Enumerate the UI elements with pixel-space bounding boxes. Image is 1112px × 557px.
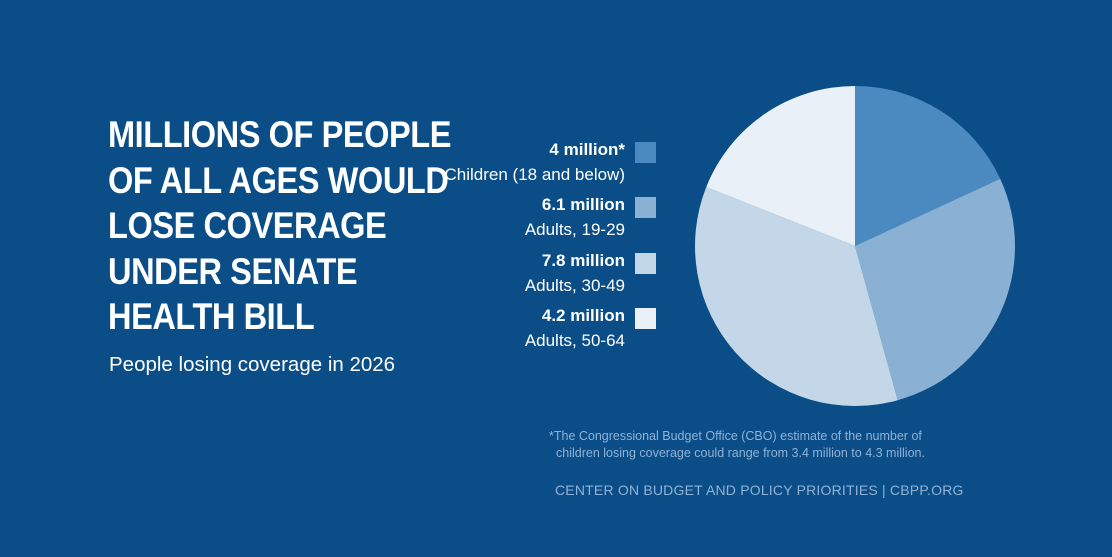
legend-swatch [635,308,656,329]
legend-value: 4 million* [549,140,625,159]
chart-subtitle: People losing coverage in 2026 [109,353,396,376]
pie-slice-children-18-and-below [855,86,1001,246]
legend-item-adults-50-64: 4.2 million Adults, 50-64 [356,304,656,354]
pie-slices [694,86,1016,407]
source-credit: CENTER ON BUDGET AND POLICY PRIORITIES |… [555,482,964,498]
legend-label: Adults, 50-64 [524,331,625,350]
legend-label: Children (18 and below) [444,165,626,184]
title-line: HEALTH BILL [108,296,315,337]
legend-swatch [635,253,656,274]
legend-item-adults-30-49: 7.8 million Adults, 30-49 [356,249,656,299]
legend-item-children: 4 million* Children (18 and below) [356,138,656,188]
title-line: UNDER SENATE [108,250,358,292]
legend-swatch [635,142,656,163]
footnote-line: *The Congressional Budget Office (CBO) e… [549,429,922,443]
footnote: *The Congressional Budget Office (CBO) e… [549,428,989,462]
legend-value: 6.1 million [541,195,625,214]
pie-slice-adults-19-29 [855,178,1016,401]
legend-label: Adults, 30-49 [524,276,625,295]
pie-slice-adults-50-64 [706,86,855,246]
footnote-line: children losing coverage could range fro… [556,446,925,460]
legend-swatch [635,197,656,218]
legend-value: 7.8 million [541,251,625,270]
legend-item-adults-19-29: 6.1 million Adults, 19-29 [356,193,656,243]
pie-slice-adults-30-49 [694,187,898,407]
title-line: LOSE COVERAGE [108,205,387,246]
legend-label: Adults, 19-29 [524,220,625,239]
legend-value: 4.2 million [541,306,625,325]
